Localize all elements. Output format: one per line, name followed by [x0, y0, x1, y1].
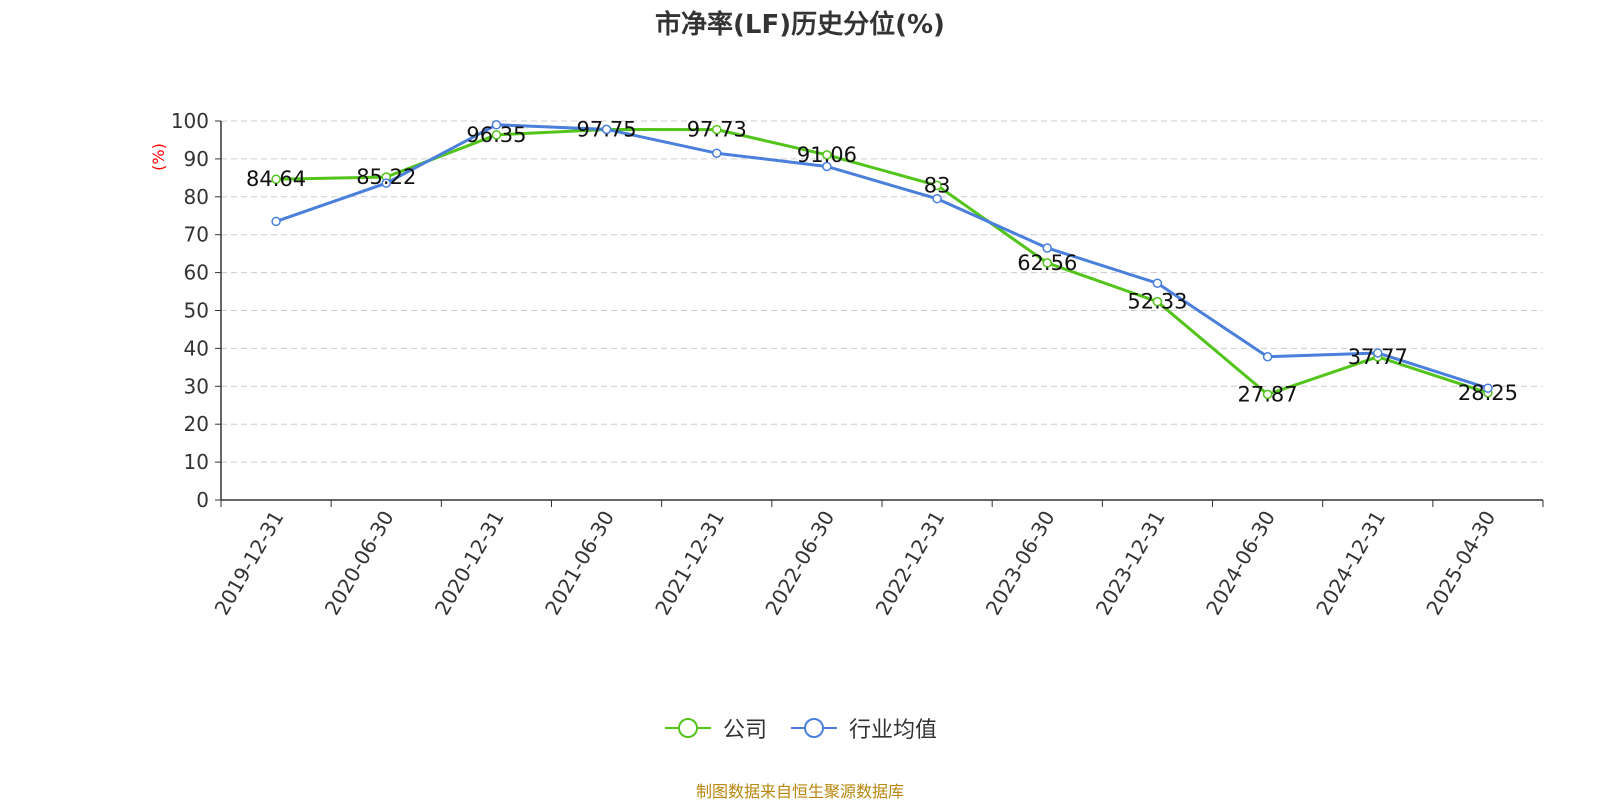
- legend-item-company[interactable]: 公司: [663, 712, 767, 744]
- legend-label-industry: 行业均值: [849, 718, 938, 743]
- data-labels: 84.64 85.22 96.35 97.75 97.73 91.06 83 62.56 52.…: [246, 118, 1518, 407]
- x-tick-label: 2020-06-30: [320, 507, 399, 620]
- series-point: [601, 124, 612, 135]
- series-point: [1152, 278, 1163, 288]
- legend-line-icon: [664, 718, 711, 738]
- legend-label-company: 公司: [722, 718, 767, 743]
- x-tick-label: 2023-12-31: [1091, 507, 1170, 620]
- series-line-1: [275, 123, 1489, 390]
- y-tick-label: 90: [184, 147, 209, 171]
- series-point: [1262, 389, 1273, 400]
- series-point: [381, 178, 391, 188]
- x-tick-label: 2021-12-31: [650, 507, 729, 620]
- x-tick-label: 2020-12-31: [430, 507, 509, 620]
- legend-line-icon: [791, 718, 837, 738]
- series: [271, 120, 1493, 400]
- series-point: [932, 193, 942, 204]
- y-tick-label: 20: [184, 412, 209, 436]
- data-label: 62.56: [1017, 251, 1077, 275]
- x-tick-label: 2024-12-31: [1311, 507, 1390, 620]
- data-label: 28.25: [1458, 381, 1518, 405]
- series-point: [1042, 258, 1052, 268]
- legend: 公司 行业均值: [0, 712, 1600, 744]
- data-label: 97.75: [577, 118, 637, 142]
- series-point: [822, 150, 832, 160]
- y-tick-label: 40: [184, 336, 209, 360]
- x-tick-label: 2025-04-30: [1421, 507, 1500, 620]
- chart-title: 市净率(LF)历史分位(%): [655, 10, 945, 40]
- y-tick-label: 50: [184, 299, 209, 323]
- series-line-0: [276, 128, 1489, 396]
- series-point: [1483, 383, 1493, 393]
- series-point: [491, 130, 502, 140]
- y-tick-label: 30: [184, 374, 209, 398]
- data-label: 84.64: [246, 167, 306, 191]
- series-point: [1373, 348, 1383, 358]
- series-point: [932, 180, 942, 191]
- y-tick-label: 70: [184, 223, 209, 247]
- series-point: [822, 161, 832, 172]
- data-label: 96.35: [466, 123, 526, 147]
- data-label: 52.33: [1127, 290, 1187, 314]
- y-tick-label: 80: [184, 185, 209, 209]
- x-tick-label: 2022-06-30: [760, 507, 839, 620]
- series-point: [1152, 296, 1163, 307]
- series-point: [1262, 351, 1273, 362]
- x-tick-label: 2023-06-30: [981, 507, 1060, 620]
- x-tick-label: 2022-12-31: [871, 507, 950, 620]
- y-tick-label: 0: [196, 488, 209, 512]
- x-tick-label: 2021-06-30: [540, 507, 619, 620]
- data-label: 97.73: [687, 118, 747, 142]
- x-tick-label: 2019-12-31: [210, 507, 289, 620]
- y-tick-label: 100: [171, 109, 209, 133]
- data-label: 37.77: [1348, 345, 1408, 369]
- data-label: 83: [924, 173, 951, 197]
- y-axis-unit-label: (%): [149, 143, 168, 171]
- grid-lines: [221, 120, 1543, 463]
- data-label: 91.06: [797, 143, 857, 167]
- series-point: [712, 148, 722, 158]
- series-point: [491, 120, 502, 130]
- series-point: [271, 174, 281, 184]
- data-label: 85.22: [356, 165, 416, 189]
- x-tick-label: 2024-06-30: [1201, 507, 1280, 620]
- series-point: [1042, 243, 1052, 253]
- legend-item-industry[interactable]: 行业均值: [789, 712, 937, 744]
- data-label: 27.87: [1238, 382, 1298, 406]
- series-point: [712, 124, 722, 135]
- y-tick-label: 10: [184, 450, 209, 474]
- series-point: [271, 216, 281, 227]
- y-tick-label: 60: [184, 261, 209, 285]
- data-source-note: 制图数据来自恒生聚源数据库: [695, 782, 904, 801]
